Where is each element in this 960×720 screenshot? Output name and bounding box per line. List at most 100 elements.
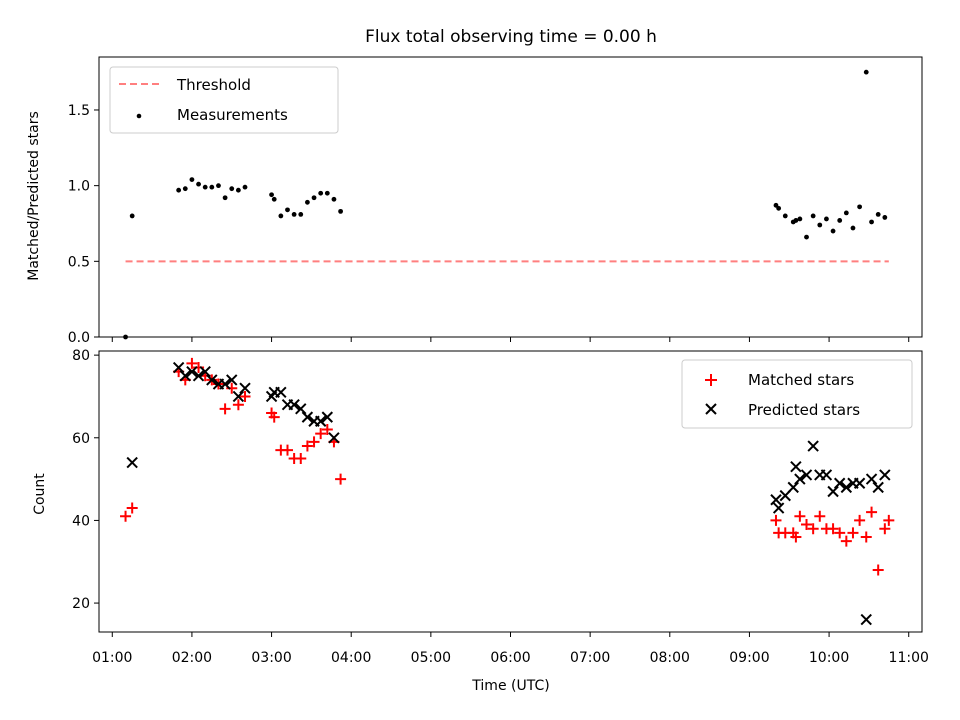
measurement-point (863, 69, 869, 75)
matched-star-point (315, 428, 327, 440)
predicted-star-point (288, 399, 300, 411)
predicted-star-point (820, 469, 833, 481)
matched-star-point (295, 452, 307, 464)
count-x-tick-label: 07:00 (570, 650, 610, 666)
matched-star-point (883, 514, 895, 526)
legend-predicted-swatch (705, 403, 717, 415)
measurement-point (216, 183, 221, 189)
ratio-axes: 0.0 0.5 1.0 1.5 (68, 103, 910, 346)
predicted-star-point (840, 481, 853, 494)
measurement-point (824, 216, 829, 222)
count-legend-box (681, 359, 913, 429)
matched-star-point (301, 440, 313, 452)
count-y-tick-label: 20 (72, 596, 90, 612)
measurement-point (285, 207, 290, 213)
predicted-star-point (295, 403, 307, 415)
count-x-tick-label: 03:00 (251, 650, 291, 666)
ratio-y-tick-label: 0.5 (68, 254, 90, 270)
predicted-star-point (239, 382, 251, 394)
predicted-star-point (226, 374, 238, 386)
count-x-tick-label: 04:00 (331, 650, 371, 666)
predicted-star-point (800, 469, 813, 481)
count-x-tick-label: 10:00 (809, 650, 849, 666)
predicted-star-point (794, 473, 806, 485)
count-x-tick-label: 11:00 (889, 650, 929, 666)
ratio-legend-box (109, 66, 339, 134)
measurement-point (176, 187, 182, 193)
predicted-star-point (790, 460, 802, 473)
predicted-star-point (186, 365, 198, 378)
matched-star-point (879, 523, 891, 535)
matched-star-point (794, 510, 806, 522)
matched-star-point (281, 444, 293, 456)
predicted-star-point (772, 502, 785, 514)
predicted-star-point (328, 432, 340, 444)
measurement-point (209, 184, 215, 190)
measurement-point (810, 213, 816, 219)
count-x-tick-label: 09:00 (729, 650, 769, 666)
predicted-star-point (275, 386, 287, 399)
measurement-point (331, 196, 337, 202)
matched-star-point (854, 514, 866, 526)
matched-star-point (219, 403, 231, 415)
matched-star-point (239, 390, 251, 402)
ratio-axes-frame (98, 56, 923, 338)
legend-matched-label: Matched stars (748, 371, 854, 389)
measurement-point (202, 184, 208, 190)
matched-star-point (268, 411, 280, 423)
legend-matched-swatch (705, 374, 717, 386)
count-x-tick-label: 08:00 (650, 650, 690, 666)
measurement-point (817, 222, 823, 228)
predicted-star-point (770, 494, 782, 506)
matched-star-point (827, 523, 839, 535)
matched-star-point (120, 510, 132, 522)
measurement-point (837, 218, 843, 223)
count-x-tick-label: 01:00 (92, 650, 132, 666)
predicted-star-point (219, 378, 231, 390)
ratio-y-tick-label: 1.0 (68, 179, 90, 195)
measurement-point (776, 205, 782, 211)
predicted-star-point (787, 481, 799, 494)
measurement-point (271, 196, 277, 202)
matched-star-point (321, 424, 333, 436)
measurement-point (850, 225, 856, 231)
matched-star-point (847, 527, 859, 539)
measurement-point (235, 187, 241, 193)
count-panel: Count Time (UTC) 20 40 60 80 01:00 02:00 03:00… (32, 348, 929, 694)
ratio-y-tick-label: 1.5 (68, 103, 90, 119)
measurement-point (182, 186, 188, 192)
matched-star-point (126, 502, 138, 514)
measurement-point (843, 210, 849, 216)
count-y-axis-label: Count (32, 473, 48, 515)
measurement-point (338, 208, 343, 214)
matched-star-point (335, 473, 347, 485)
measurement-point (129, 213, 135, 219)
measurement-point (269, 192, 274, 198)
ratio-y-axis-label: Matched/Predicted stars (26, 111, 42, 281)
measurement-point (189, 177, 195, 182)
predicted-star-point (206, 374, 218, 386)
predicted-star-point (301, 411, 314, 423)
ratio-panel: Flux total observing time = 0.00 h Match… (26, 27, 923, 346)
count-x-axis-label: Time (UTC) (471, 678, 549, 694)
matched-star-point (866, 506, 878, 518)
predicted-star-point (879, 469, 891, 481)
measurement-point (793, 218, 799, 223)
legend-threshold-label: Threshold (176, 76, 251, 94)
measurement-point (882, 215, 888, 220)
count-x-tick-label: 06:00 (490, 650, 530, 666)
predicted-star-point (872, 481, 884, 494)
matched-star-point (860, 531, 872, 543)
matched-star-point (770, 514, 782, 526)
matched-star-point (790, 531, 802, 543)
legend-predicted-label: Predicted stars (748, 401, 860, 419)
predicted-star-point (179, 370, 191, 382)
predicted-star-point (827, 485, 839, 498)
ratio-legend: Threshold Measurements (109, 66, 339, 134)
count-plot-area (120, 357, 895, 626)
measurement-point (229, 186, 235, 192)
matched-star-point (872, 564, 884, 576)
predicted-star-point (853, 477, 866, 489)
matched-star-point (801, 519, 813, 531)
